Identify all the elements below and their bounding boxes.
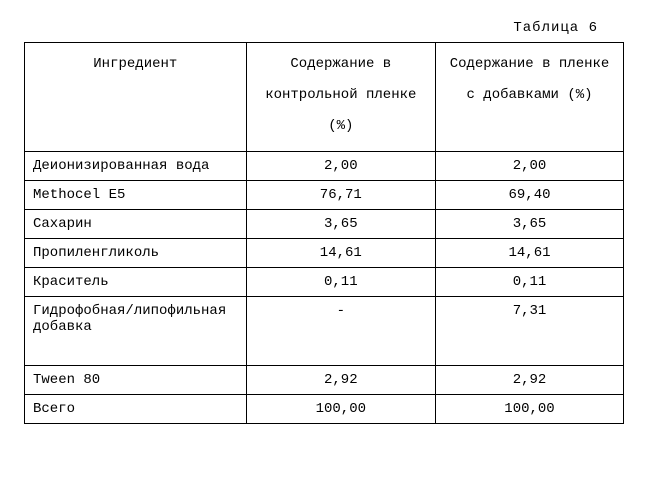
- cell-ingredient: Сахарин: [25, 210, 247, 239]
- cell-control: 76,71: [246, 181, 435, 210]
- cell-additive: 0,11: [436, 268, 624, 297]
- cell-ingredient: Всего: [25, 395, 247, 424]
- cell-control: 2,00: [246, 152, 435, 181]
- col-header-control: Содержание в контрольной пленке (%): [246, 43, 435, 152]
- cell-control: -: [246, 297, 435, 366]
- cell-control: 0,11: [246, 268, 435, 297]
- cell-control: 14,61: [246, 239, 435, 268]
- table-row: Tween 802,922,92: [25, 366, 624, 395]
- cell-control: 3,65: [246, 210, 435, 239]
- cell-control: 2,92: [246, 366, 435, 395]
- table-body: Деионизированная вода2,002,00Methocel E5…: [25, 152, 624, 424]
- cell-additive: 100,00: [436, 395, 624, 424]
- col-header-additive: Содержание в пленке с добавками (%): [436, 43, 624, 152]
- table-row: Пропиленгликоль14,6114,61: [25, 239, 624, 268]
- cell-additive: 69,40: [436, 181, 624, 210]
- table-caption: Таблица 6: [20, 20, 628, 42]
- cell-ingredient: Tween 80: [25, 366, 247, 395]
- col-header-ingredient: Ингредиент: [25, 43, 247, 152]
- cell-ingredient: Краситель: [25, 268, 247, 297]
- cell-ingredient: Methocel E5: [25, 181, 247, 210]
- table-row: Methocel E576,7169,40: [25, 181, 624, 210]
- cell-ingredient: Деионизированная вода: [25, 152, 247, 181]
- cell-additive: 14,61: [436, 239, 624, 268]
- table-row: Деионизированная вода2,002,00: [25, 152, 624, 181]
- cell-additive: 2,00: [436, 152, 624, 181]
- table-header-row: Ингредиент Содержание в контрольной плен…: [25, 43, 624, 152]
- table-row: Всего100,00100,00: [25, 395, 624, 424]
- table-row: Краситель0,110,11: [25, 268, 624, 297]
- cell-additive: 3,65: [436, 210, 624, 239]
- cell-additive: 7,31: [436, 297, 624, 366]
- table-row: Гидрофобная/липофильная добавка-7,31: [25, 297, 624, 366]
- cell-control: 100,00: [246, 395, 435, 424]
- table-row: Сахарин3,653,65: [25, 210, 624, 239]
- cell-additive: 2,92: [436, 366, 624, 395]
- cell-ingredient: Пропиленгликоль: [25, 239, 247, 268]
- cell-ingredient: Гидрофобная/липофильная добавка: [25, 297, 247, 366]
- ingredients-table: Ингредиент Содержание в контрольной плен…: [24, 42, 624, 424]
